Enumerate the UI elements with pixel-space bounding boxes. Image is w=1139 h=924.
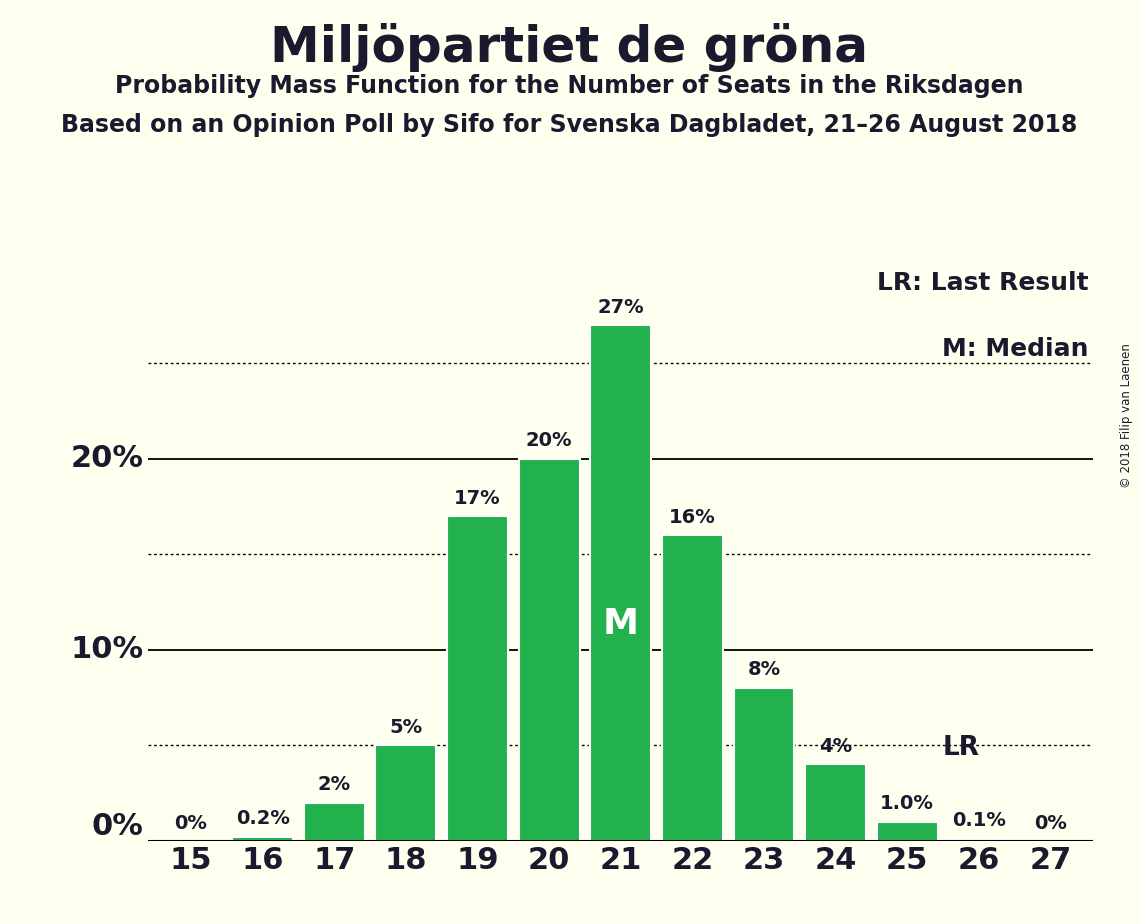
Text: 20%: 20% bbox=[526, 432, 573, 450]
Text: 0%: 0% bbox=[91, 812, 144, 841]
Text: Miljöpartiet de gröna: Miljöpartiet de gröna bbox=[270, 23, 869, 72]
Text: 17%: 17% bbox=[454, 489, 501, 507]
Bar bbox=[734, 688, 794, 841]
Bar bbox=[805, 764, 866, 841]
Bar bbox=[448, 517, 508, 841]
Text: Probability Mass Function for the Number of Seats in the Riksdagen: Probability Mass Function for the Number… bbox=[115, 74, 1024, 98]
Text: 8%: 8% bbox=[747, 661, 780, 679]
Text: © 2018 Filip van Laenen: © 2018 Filip van Laenen bbox=[1121, 344, 1133, 488]
Text: 1.0%: 1.0% bbox=[880, 794, 934, 813]
Bar bbox=[590, 325, 652, 841]
Bar bbox=[376, 746, 436, 841]
Text: 20%: 20% bbox=[71, 444, 144, 473]
Text: 10%: 10% bbox=[71, 636, 144, 664]
Bar bbox=[662, 535, 723, 841]
Bar bbox=[304, 803, 364, 841]
Text: 16%: 16% bbox=[669, 507, 715, 527]
Text: 0.2%: 0.2% bbox=[236, 809, 289, 829]
Text: 5%: 5% bbox=[390, 718, 423, 736]
Text: Based on an Opinion Poll by Sifo for Svenska Dagbladet, 21–26 August 2018: Based on an Opinion Poll by Sifo for Sve… bbox=[62, 113, 1077, 137]
Text: 0%: 0% bbox=[1034, 814, 1067, 833]
Text: 0%: 0% bbox=[174, 814, 207, 833]
Text: LR: LR bbox=[943, 735, 980, 760]
Text: 4%: 4% bbox=[819, 736, 852, 756]
Text: M: M bbox=[603, 607, 639, 641]
Text: 2%: 2% bbox=[318, 775, 351, 794]
Text: M: Median: M: Median bbox=[942, 336, 1089, 360]
Text: 0.1%: 0.1% bbox=[952, 811, 1006, 831]
Bar bbox=[949, 839, 1009, 841]
Text: 27%: 27% bbox=[598, 298, 644, 317]
Bar bbox=[877, 821, 937, 841]
Bar bbox=[232, 837, 293, 841]
Bar bbox=[518, 459, 580, 841]
Text: LR: Last Result: LR: Last Result bbox=[877, 271, 1089, 295]
